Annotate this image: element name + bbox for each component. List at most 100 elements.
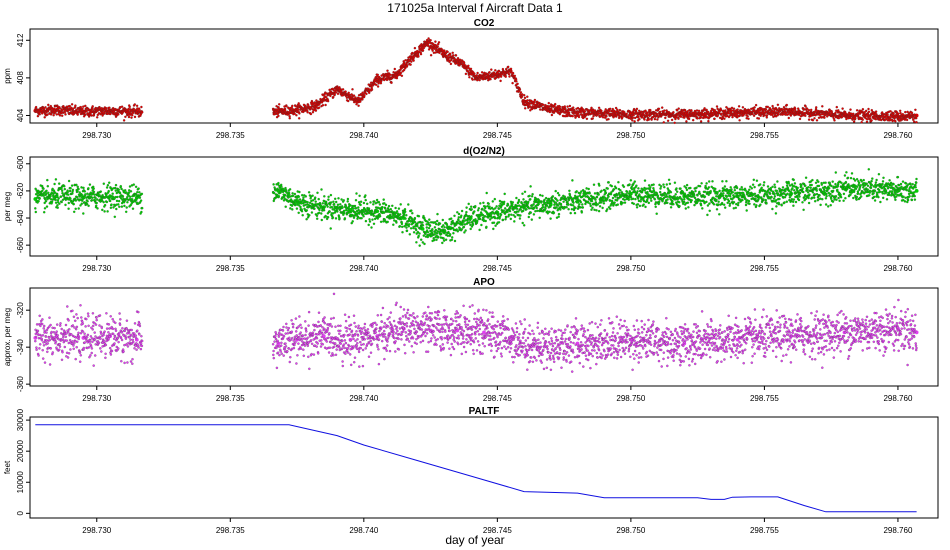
data-point [72,202,75,206]
data-point [52,107,56,110]
data-point [49,104,53,108]
data-point [654,205,657,208]
data-point [888,116,892,119]
data-point [777,112,780,116]
data-point [34,105,38,109]
data-point [448,60,451,63]
data-point [627,198,631,201]
data-point [274,189,277,192]
data-point [623,198,626,201]
data-point [330,205,334,209]
data-point [60,187,63,190]
data-point [368,220,372,223]
data-point [647,184,651,187]
data-point [615,199,619,202]
data-point [666,119,670,123]
data-point [87,187,90,190]
data-point [892,112,895,115]
data-point [375,83,378,87]
data-point [753,106,756,109]
data-point [288,116,291,120]
data-point [494,224,497,227]
data-point [650,118,653,121]
data-point [36,194,40,197]
data-point [375,78,379,81]
data-point [74,199,78,202]
data-point [633,116,637,120]
data-point [382,198,385,201]
data-point [285,105,288,108]
data-point [56,192,59,196]
data-point [91,107,94,111]
data-point [318,106,321,109]
data-point [305,209,308,212]
data-point [470,205,473,208]
data-point [861,107,865,111]
data-point [650,199,653,202]
data-point [358,194,361,197]
data-point [94,196,97,200]
y-tick-label: 408 [16,71,25,85]
data-point [47,191,50,194]
data-point [563,195,567,198]
data-point [462,225,466,229]
data-point [56,206,59,209]
data-point [519,91,523,94]
data-point [542,103,545,107]
data-point [804,114,807,118]
data-point [611,107,615,111]
data-point [629,193,632,196]
data-point [492,221,496,224]
data-point [631,119,634,122]
data-point [336,210,339,213]
data-point [430,231,434,234]
data-point [407,225,410,228]
data-point [707,110,710,114]
data-point [326,99,330,103]
data-point [598,184,601,187]
data-point [598,205,602,208]
data-point [284,188,288,192]
data-point [45,205,49,208]
data-point [631,116,635,120]
data-point [318,211,321,214]
data-point [587,187,590,191]
data-point [489,77,492,81]
data-point [718,111,721,114]
data-point [627,192,630,195]
data-point [732,107,736,110]
data-point [504,75,507,78]
data-point [471,78,474,81]
data-point [335,200,338,204]
data-point [914,108,917,112]
data-point [553,203,556,206]
data-point [746,115,749,118]
data-point [84,104,87,108]
data-point [298,112,301,115]
data-point [422,46,425,50]
data-point [298,190,301,194]
data-point [139,199,143,202]
data-point [305,217,308,221]
data-point [445,54,448,58]
data-point [328,88,331,92]
data-point [611,196,615,200]
data-point [41,112,44,115]
data-point [92,187,95,190]
data-point [399,71,403,75]
data-point [34,192,38,196]
data-point [344,90,347,93]
data-point [511,81,514,85]
data-point [61,189,64,192]
data-point [111,192,114,195]
data-point [551,195,555,198]
data-point [386,220,389,224]
data-point [128,105,131,109]
data-point [355,192,358,195]
data-point [47,103,50,107]
data-point [342,199,345,202]
data-point [418,244,421,247]
data-point [314,200,317,203]
data-point [307,191,311,194]
